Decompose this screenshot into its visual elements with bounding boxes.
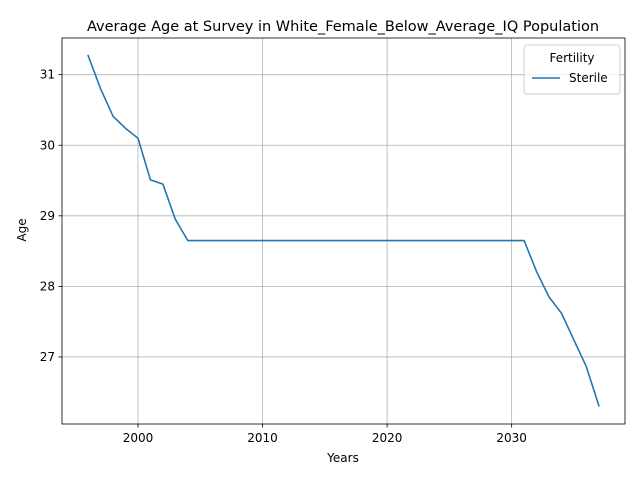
y-tick-label: 30	[40, 138, 55, 152]
plot-frame	[61, 37, 626, 425]
grid-layer	[62, 38, 625, 424]
x-tick-label: 2020	[372, 431, 403, 445]
x-tick-label: 2010	[247, 431, 278, 445]
x-tick-label: 2000	[123, 431, 154, 445]
legend-title: Fertility	[549, 51, 594, 65]
series-layer	[87, 54, 600, 407]
y-tick-label: 28	[40, 279, 55, 293]
legend-box	[523, 44, 621, 95]
x-tick-label: 2030	[496, 431, 527, 445]
y-tick-label: 27	[40, 350, 55, 364]
legend: Fertility Sterile	[523, 44, 621, 95]
series-line-sterile	[87, 54, 600, 407]
x-axis-label: Years	[326, 451, 359, 465]
y-tick-label: 31	[40, 68, 55, 82]
chart-title: Average Age at Survey in White_Female_Be…	[87, 19, 599, 35]
y-axis-label: Age	[15, 218, 29, 241]
y-tick-label: 29	[40, 209, 55, 223]
legend-label-sterile: Sterile	[569, 71, 608, 85]
tick-layer: 2000 2010 2020 2030 27 28 29 30 31	[40, 68, 527, 445]
